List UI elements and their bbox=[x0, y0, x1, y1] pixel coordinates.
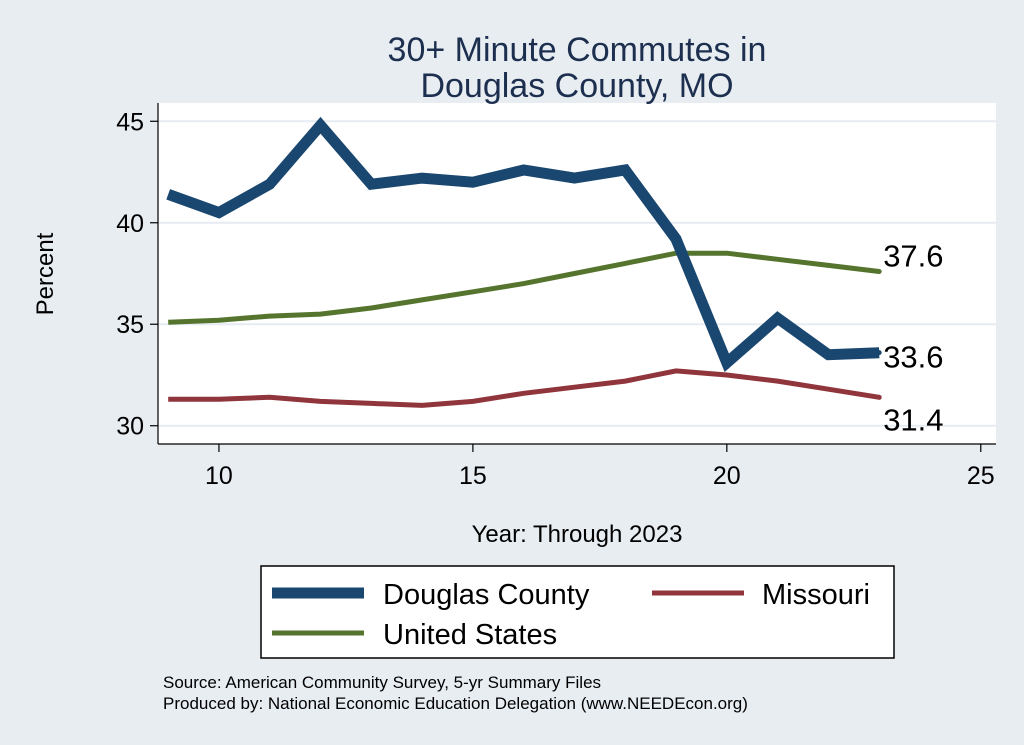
series-layer: 37.6 31.4 33.6 bbox=[166, 116, 944, 437]
chart-title-line-2: Douglas County, MO bbox=[420, 67, 733, 105]
end-label-united-states: 37.6 bbox=[883, 238, 943, 273]
y-tick-label: 30 bbox=[116, 413, 144, 441]
series-line-united-states bbox=[168, 250, 880, 325]
end-label-missouri: 31.4 bbox=[883, 402, 943, 437]
x-tick-label: 25 bbox=[967, 462, 995, 490]
y-axis-label: Percent bbox=[32, 232, 59, 315]
end-marker-missouri bbox=[876, 394, 882, 400]
x-tick-label: 10 bbox=[205, 462, 233, 490]
end-marker-united-states bbox=[876, 268, 882, 274]
end-label-douglas-county: 33.6 bbox=[883, 340, 943, 375]
series-line-douglas-county bbox=[166, 116, 880, 373]
legend-label-united-states: United States bbox=[383, 619, 557, 651]
x-tick-label: 15 bbox=[459, 462, 487, 490]
y-tick-label: 35 bbox=[116, 311, 144, 339]
legend: Douglas County Missouri United States bbox=[260, 565, 895, 659]
legend-label-missouri: Missouri bbox=[762, 579, 870, 611]
x-axis-label: Year: Through 2023 bbox=[472, 521, 683, 548]
x-tick-label: 20 bbox=[713, 462, 741, 490]
series-line-missouri bbox=[168, 368, 880, 408]
grid-lines bbox=[158, 120, 996, 427]
y-tick-label: 45 bbox=[116, 108, 144, 136]
axis-ticks: 30 35 40 45 10 15 20 25 bbox=[116, 108, 994, 490]
chart-title-line-1: 30+ Minute Commutes in bbox=[388, 31, 767, 69]
end-marker-douglas-county bbox=[876, 350, 882, 356]
producer-note: Produced by: National Economic Education… bbox=[163, 694, 748, 713]
legend-box bbox=[260, 565, 895, 659]
legend-label-douglas-county: Douglas County bbox=[383, 579, 590, 611]
source-note: Source: American Community Survey, 5-yr … bbox=[163, 673, 601, 692]
y-tick-label: 40 bbox=[116, 210, 144, 238]
